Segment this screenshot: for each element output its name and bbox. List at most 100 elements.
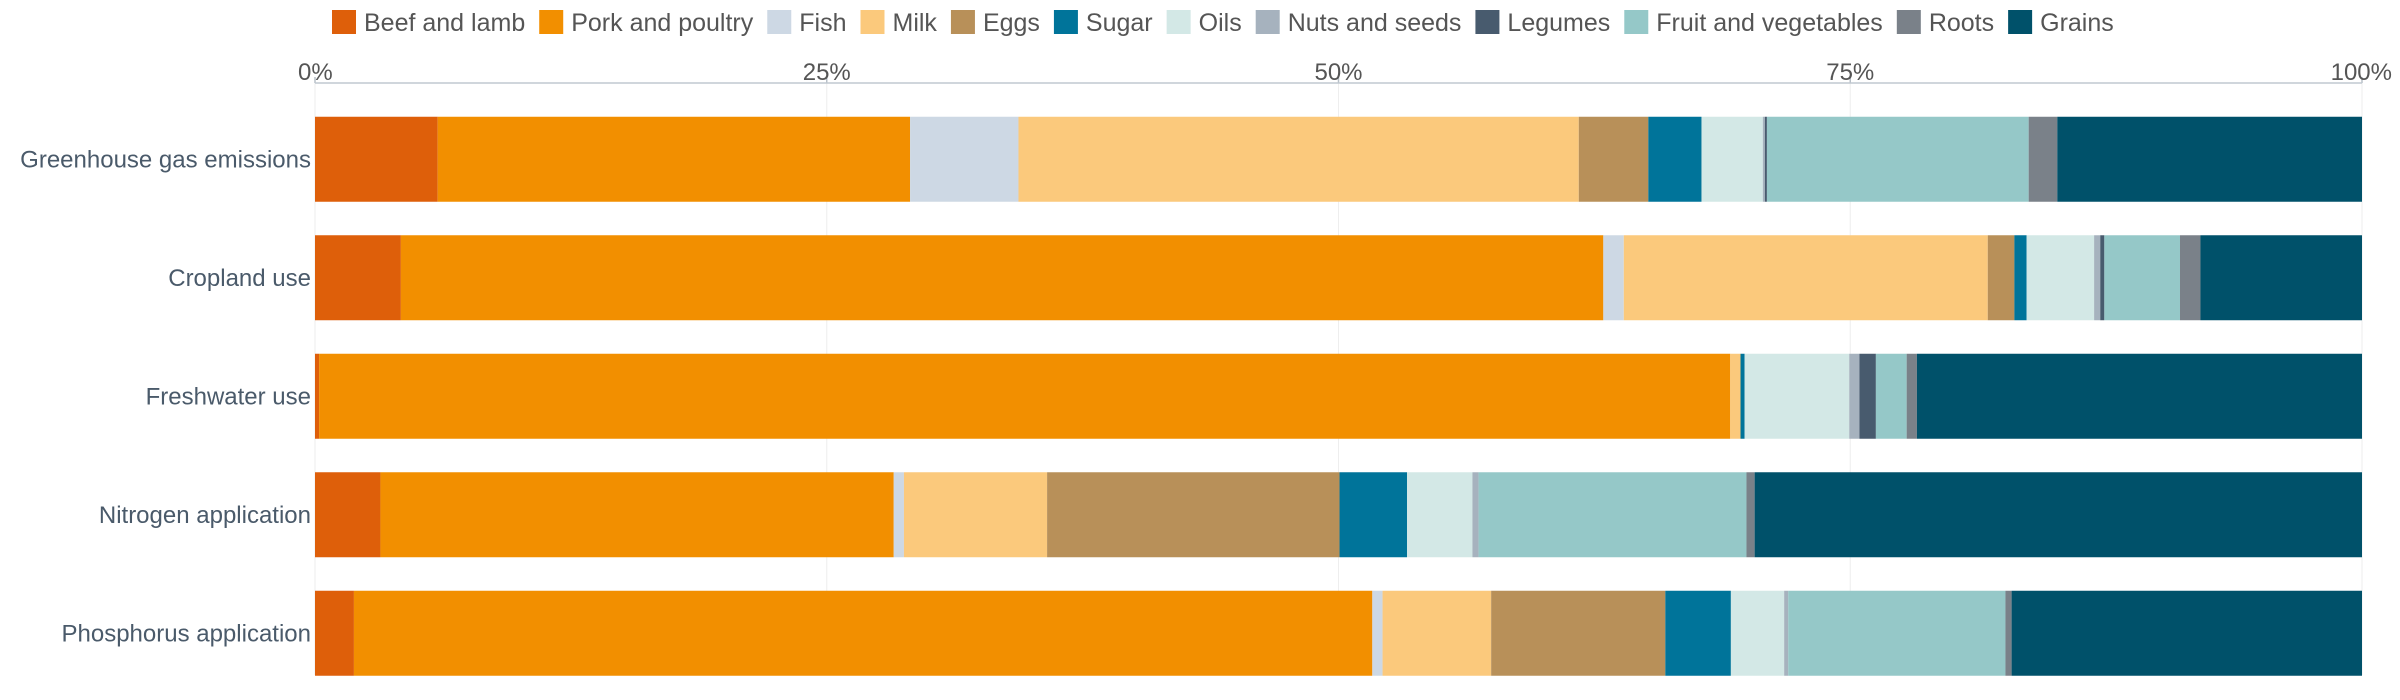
bar-segment-sugar[interactable] [1665,590,1731,676]
bar-segment-nuts-and-seeds[interactable] [2094,235,2101,321]
bar-segment-milk[interactable] [1382,590,1492,676]
legend-label: Eggs [983,9,1040,37]
bar-segment-nuts-and-seeds[interactable] [1472,472,1479,558]
bars [315,116,2362,676]
legend-item-grains: Grains [2008,9,2114,37]
bar-segment-oils[interactable] [1730,590,1785,676]
bar-segment-pork-and-poultry[interactable] [353,590,1373,676]
bar-segment-fruit-and-vegetables[interactable] [1875,353,1907,439]
bar-segment-beef-and-lamb[interactable] [315,116,438,202]
bar-segment-roots[interactable] [2179,235,2201,321]
bar-segment-fruit-and-vegetables[interactable] [1788,590,2006,676]
bar-segment-legumes[interactable] [1764,116,1767,202]
bar-segment-grains[interactable] [2057,116,2362,202]
category-labels: Greenhouse gas emissions Cropland use Fres… [20,146,311,647]
bar-segment-grains[interactable] [2200,235,2362,321]
bar-row-cropland-use [315,235,2362,321]
bar-segment-grains[interactable] [2011,590,2362,676]
legend-swatch [1896,10,1921,34]
bar-segment-roots[interactable] [2005,590,2012,676]
legend-label: Roots [1929,9,1994,37]
bar-segment-legumes[interactable] [2100,235,2105,321]
bar-segment-fish[interactable] [1603,235,1624,321]
bar-segment-roots[interactable] [1746,472,1755,558]
bar-segment-pork-and-poultry[interactable] [380,472,894,558]
x-tick-label: 0% [298,59,333,86]
legend-label: Sugar [1086,9,1153,37]
legend-swatch [1166,10,1191,34]
bar-segment-fish[interactable] [1372,590,1383,676]
x-tick-label: 100% [2331,59,2392,86]
bar-segment-sugar[interactable] [1740,353,1745,439]
bar-segment-nuts-and-seeds[interactable] [1849,353,1860,439]
bar-segment-eggs[interactable] [1578,116,1649,202]
legend-swatch [950,10,975,34]
bar-segment-eggs[interactable] [1491,590,1666,676]
bar-segment-sugar[interactable] [2014,235,2027,321]
bar-segment-oils[interactable] [2026,235,2095,321]
bar-segment-grains[interactable] [1754,472,2362,558]
legend-swatch [860,10,885,34]
bar-segment-beef-and-lamb[interactable] [315,472,381,558]
x-axis-ticks: 0% 25% 50% 75% 100% [298,59,2392,86]
category-label: Nitrogen application [99,502,311,529]
category-label: Greenhouse gas emissions [20,146,311,173]
legend-label: Pork and poultry [571,9,754,37]
category-label: Phosphorus application [61,620,311,647]
bar-segment-oils[interactable] [1407,472,1473,558]
legend-item-roots: Roots [1896,9,1994,37]
legend-swatch [332,10,356,34]
bar-segment-milk[interactable] [1730,353,1741,439]
legend: Beef and lamb Pork and poultry Fish Milk Egg… [332,9,2114,37]
bar-segment-oils[interactable] [1701,116,1763,202]
legend-swatch [1475,10,1500,34]
bar-segment-milk[interactable] [1623,235,1988,321]
bar-segment-nuts-and-seeds[interactable] [1762,116,1765,202]
bar-segment-sugar[interactable] [1339,472,1408,558]
bar-segment-fruit-and-vegetables[interactable] [2104,235,2180,321]
bar-segment-roots[interactable] [2028,116,2058,202]
x-tick-label: 75% [1826,59,1874,86]
legend-label: Nuts and seeds [1288,9,1462,37]
bar-segment-pork-and-poultry[interactable] [319,353,1731,439]
bar-segment-fruit-and-vegetables[interactable] [1478,472,1747,558]
legend-item-pork-and-poultry: Pork and poultry [539,9,754,37]
legend-item-fruit-and-vegetables: Fruit and vegetables [1624,9,1883,37]
legend-swatch [1624,10,1649,34]
bar-segment-oils[interactable] [1744,353,1850,439]
bar-segment-beef-and-lamb[interactable] [315,590,354,676]
legend-item-milk: Milk [860,9,938,37]
bar-segment-fruit-and-vegetables[interactable] [1766,116,2029,202]
legend-label: Fruit and vegetables [1656,9,1883,37]
legend-label: Milk [893,9,938,37]
bar-segment-fish[interactable] [910,116,1019,202]
bar-segment-nuts-and-seeds[interactable] [1784,590,1789,676]
bar-segment-pork-and-poultry[interactable] [400,235,1604,321]
legend-swatch [767,10,792,34]
category-label: Cropland use [168,265,311,292]
legend-label: Grains [2040,9,2114,37]
bar-row-phosphorus-application [315,590,2362,676]
bar-row-nitrogen-application [315,472,2362,558]
bar-segment-fish[interactable] [893,472,904,558]
legend-label: Fish [799,9,846,37]
legend-item-fish: Fish [767,9,847,37]
bar-segment-eggs[interactable] [1047,472,1340,558]
bar-segment-eggs[interactable] [1987,235,2015,321]
bar-segment-roots[interactable] [1906,353,1917,439]
legend-item-eggs: Eggs [950,9,1040,37]
bar-segment-beef-and-lamb[interactable] [315,235,401,321]
bar-segment-sugar[interactable] [1648,116,1702,202]
bar-segment-legumes[interactable] [1859,353,1876,439]
bar-segment-milk[interactable] [1018,116,1579,202]
legend-item-beef-and-lamb: Beef and lamb [332,9,525,37]
bar-segment-pork-and-poultry[interactable] [437,116,911,202]
legend-label: Legumes [1507,9,1610,37]
bar-segment-grains[interactable] [1916,353,2362,439]
legend-item-legumes: Legumes [1475,9,1610,37]
bar-segment-milk[interactable] [903,472,1048,558]
x-tick-label: 25% [803,59,851,86]
bar-segment-beef-and-lamb[interactable] [315,353,320,439]
